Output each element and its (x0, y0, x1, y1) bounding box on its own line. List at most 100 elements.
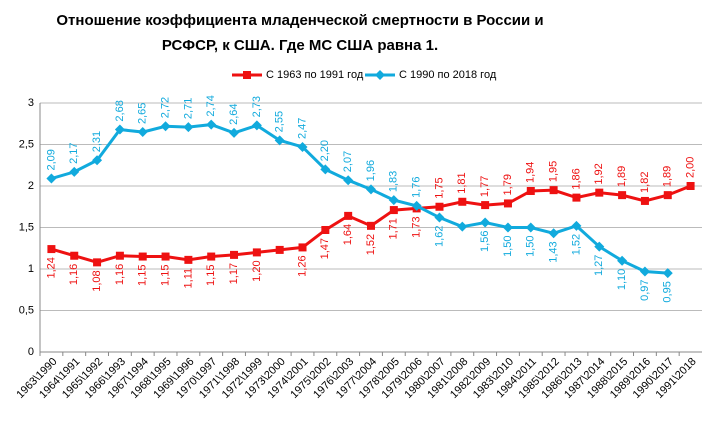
y-tick-label: 2,5 (19, 138, 34, 150)
data-label: 2,64 (228, 103, 240, 124)
marker (388, 195, 399, 206)
data-label: 2,71 (182, 98, 194, 119)
marker (344, 211, 353, 220)
marker (114, 124, 125, 135)
data-label: 2,09 (45, 149, 57, 170)
data-label: 1,82 (639, 172, 651, 193)
marker (161, 252, 170, 261)
data-label: 2,74 (205, 95, 217, 116)
data-label: 2,68 (114, 100, 126, 121)
data-label: 1,47 (319, 238, 331, 259)
data-label: 1,81 (456, 172, 468, 193)
data-label: 0,95 (662, 281, 674, 302)
marker (230, 250, 239, 259)
marker (366, 184, 376, 195)
data-label: 1,64 (342, 224, 354, 245)
marker (435, 202, 444, 211)
data-label: 1,11 (182, 268, 194, 289)
chart-title: Отношение коэффициента младенческой смер… (56, 12, 543, 29)
marker (389, 206, 398, 215)
legend-label: С 1963 по 1991 год (266, 69, 364, 81)
y-tick-label: 0,5 (19, 304, 34, 316)
marker (93, 258, 102, 267)
data-label: 2,20 (319, 140, 331, 161)
marker (343, 175, 354, 186)
data-label: 2,55 (274, 111, 286, 132)
data-label: 1,50 (502, 236, 514, 257)
marker (367, 221, 375, 230)
marker (297, 141, 308, 152)
marker (70, 251, 79, 260)
data-label: 1,16 (114, 264, 126, 285)
data-label: 1,08 (91, 270, 103, 291)
data-label: 1,15 (159, 265, 171, 286)
marker (594, 241, 605, 252)
y-tick-label: 1 (28, 263, 34, 275)
data-label: 1,52 (570, 234, 582, 255)
y-tick-label: 1,5 (19, 221, 34, 233)
data-label: 1,15 (205, 265, 217, 286)
marker (502, 222, 513, 233)
data-label: 1,50 (525, 236, 537, 257)
data-label: 1,94 (525, 162, 537, 183)
chart-title: РСФСР, к США. Где МС США равна 1. (162, 37, 438, 54)
marker (572, 193, 581, 202)
marker (47, 245, 56, 254)
data-label: 1,56 (479, 231, 491, 252)
data-label: 1,96 (365, 160, 377, 181)
data-label: 1,62 (433, 226, 445, 247)
legend-label: С 1990 по 2018 год (399, 69, 497, 81)
data-label: 2,31 (91, 131, 103, 152)
marker (525, 222, 536, 233)
marker (137, 127, 148, 138)
marker (618, 191, 627, 200)
data-label: 1,75 (433, 177, 445, 198)
marker (184, 255, 193, 264)
legend-marker (375, 70, 385, 80)
marker (298, 243, 307, 252)
marker (640, 196, 649, 205)
marker (411, 200, 422, 211)
data-label: 1,73 (411, 216, 423, 237)
data-label: 1,10 (616, 269, 628, 290)
data-label: 1,92 (593, 163, 605, 184)
data-label: 1,43 (548, 241, 560, 262)
data-label: 1,95 (548, 161, 560, 182)
data-label: 1,77 (479, 176, 491, 197)
marker (686, 182, 695, 190)
y-tick-label: 2 (28, 180, 34, 192)
marker (663, 191, 672, 200)
data-label: 2,00 (684, 157, 696, 178)
marker (571, 220, 582, 231)
marker (229, 127, 240, 138)
marker (480, 217, 491, 228)
data-label: 1,89 (616, 166, 628, 187)
marker (548, 228, 559, 239)
y-tick-label: 0 (28, 346, 34, 358)
series-line (50, 123, 668, 275)
marker (160, 121, 171, 132)
marker (458, 197, 467, 206)
marker (183, 122, 194, 133)
marker (617, 255, 628, 266)
data-label: 2,65 (137, 103, 149, 124)
marker (275, 245, 284, 254)
marker (595, 188, 604, 197)
data-label: 2,17 (68, 142, 80, 163)
data-label: 2,47 (296, 118, 308, 139)
data-label: 1,89 (662, 166, 674, 187)
data-label: 1,15 (137, 265, 149, 286)
data-label: 1,76 (411, 176, 423, 197)
marker (92, 155, 103, 166)
marker (481, 201, 490, 210)
data-label: 1,79 (502, 174, 514, 195)
data-label: 1,27 (593, 255, 605, 276)
data-label: 1,20 (251, 260, 263, 281)
data-label: 1,16 (68, 264, 80, 285)
data-label: 1,86 (570, 168, 582, 189)
marker (321, 225, 330, 234)
marker (320, 164, 331, 175)
marker (434, 212, 445, 223)
marker (115, 251, 124, 260)
